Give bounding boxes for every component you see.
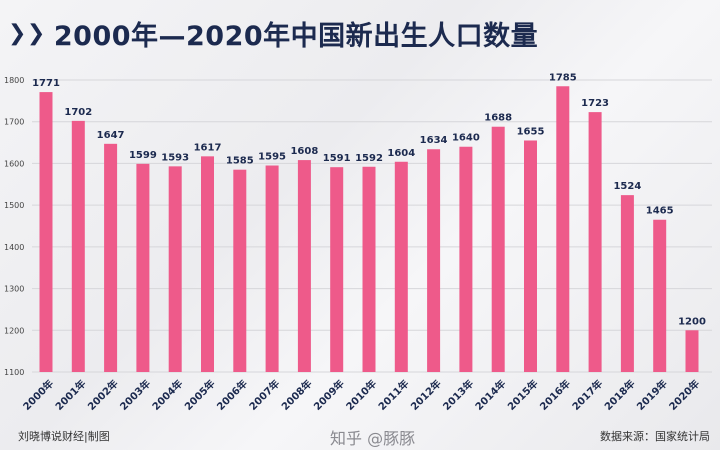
- y-tick-label: 1300: [4, 285, 24, 294]
- data-label: 1599: [129, 150, 157, 161]
- data-label: 1608: [290, 146, 318, 157]
- x-tick-label: 2017年: [569, 377, 605, 413]
- x-tick-label: 2010年: [343, 377, 379, 413]
- data-label: 1465: [646, 206, 674, 217]
- x-tick-label: 2006年: [214, 377, 250, 413]
- bar: [588, 112, 602, 373]
- x-tick-label: 2014年: [472, 377, 508, 413]
- data-label: 1771: [32, 78, 60, 89]
- bar: [362, 166, 376, 372]
- data-label: 1617: [194, 142, 222, 153]
- data-label: 1200: [678, 316, 706, 327]
- data-label: 1585: [226, 156, 254, 167]
- x-tick-label: 2000年: [20, 377, 56, 413]
- x-tick-label: 2009年: [311, 377, 347, 413]
- y-tick-label: 1400: [4, 243, 24, 252]
- x-tick-label: 2007年: [246, 377, 282, 413]
- bar: [71, 120, 85, 372]
- data-label: 1785: [549, 72, 577, 83]
- bar: [330, 167, 344, 372]
- bar: [168, 166, 182, 372]
- bar: [491, 126, 505, 372]
- bar: [394, 161, 408, 372]
- x-tick-label: 2019年: [634, 377, 670, 413]
- bar: [136, 163, 150, 372]
- data-label: 1593: [161, 152, 189, 163]
- data-label: 1640: [452, 133, 480, 144]
- x-tick-label: 2001年: [52, 377, 88, 413]
- y-tick-label: 1500: [4, 201, 24, 210]
- bar: [620, 195, 634, 372]
- x-tick-label: 2005年: [182, 377, 218, 413]
- bar: [233, 169, 247, 372]
- data-label: 1688: [484, 113, 512, 124]
- x-tick-label: 2003年: [117, 377, 153, 413]
- bar: [459, 146, 473, 372]
- y-tick-label: 1200: [4, 326, 24, 335]
- x-tick-label: 2008年: [279, 377, 315, 413]
- x-tick-label: 2016年: [537, 377, 573, 413]
- y-tick-label: 1100: [4, 368, 24, 377]
- x-tick-label: 2012年: [408, 377, 444, 413]
- x-tick-label: 2013年: [440, 377, 476, 413]
- footer-source: 数据来源：国家统计局: [600, 430, 710, 443]
- x-tick-label: 2020年: [666, 377, 702, 413]
- y-tick-label: 1700: [4, 118, 24, 127]
- bar: [685, 330, 699, 372]
- bar: [297, 160, 311, 372]
- data-label: 1591: [323, 153, 351, 164]
- data-label: 1702: [64, 107, 92, 118]
- bar: [39, 92, 53, 373]
- bar: [653, 219, 667, 372]
- title-text: 2000年—2020年中国新出生人口数量: [53, 21, 539, 52]
- data-label: 1634: [420, 135, 448, 146]
- bar: [556, 86, 570, 372]
- footer-credit: 刘晓博说财经|制图: [18, 430, 110, 443]
- site-watermark: 知乎 @豚豚: [330, 429, 416, 448]
- x-tick-label: 2011年: [375, 377, 411, 413]
- x-tick-label: 2002年: [85, 377, 121, 413]
- chart-title: ❯❯ 2000年—2020年中国新出生人口数量: [8, 14, 538, 53]
- data-label: 1647: [97, 130, 125, 141]
- data-label: 1595: [258, 152, 286, 163]
- data-label: 1655: [517, 126, 545, 137]
- x-tick-label: 2015年: [505, 377, 541, 413]
- bar: [427, 149, 441, 372]
- bar: [524, 140, 537, 372]
- bar: [201, 156, 214, 372]
- bar: [265, 165, 279, 372]
- double-chevron-right-icon: ❯❯: [8, 21, 46, 46]
- data-label: 1723: [581, 98, 609, 109]
- x-tick-label: 2004年: [149, 377, 185, 413]
- y-tick-label: 1600: [4, 159, 24, 168]
- data-label: 1524: [613, 181, 641, 192]
- y-tick-label: 1800: [4, 76, 24, 85]
- bar: [104, 143, 118, 372]
- x-tick-label: 2018年: [602, 377, 638, 413]
- data-label: 1604: [387, 148, 415, 159]
- data-label: 1592: [355, 153, 383, 164]
